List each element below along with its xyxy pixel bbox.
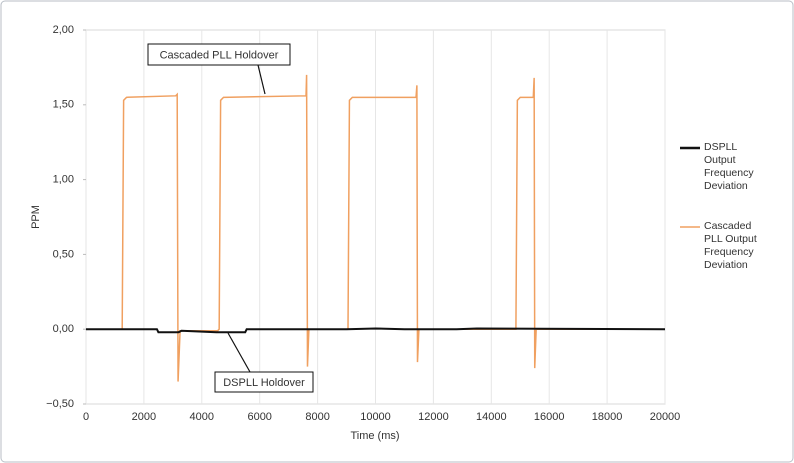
x-tick-label: 14000	[476, 411, 507, 423]
x-tick-label: 18000	[592, 411, 623, 423]
y-tick-label: 1,50	[53, 99, 74, 111]
x-tick-label: 12000	[418, 411, 449, 423]
annotation-text: DSPLL Holdover	[223, 377, 305, 389]
x-tick-label: 0	[83, 411, 89, 423]
x-tick-label: 6000	[247, 411, 271, 423]
annotation-text: Cascaded PLL Holdover	[160, 49, 279, 61]
annotation-arrow	[227, 332, 251, 373]
annotation-arrow	[257, 64, 266, 95]
x-tick-label: 20000	[650, 411, 681, 423]
y-tick-label: −0,50	[46, 398, 74, 410]
x-tick-label: 4000	[190, 411, 214, 423]
legend-label: DSPLL Output Frequency Deviation	[704, 141, 754, 192]
annotation-box	[147, 43, 291, 66]
y-axis-label: PPM	[30, 205, 42, 229]
y-tick-label: 0,50	[53, 248, 74, 260]
y-tick-label: 0,00	[53, 323, 74, 335]
x-tick-label: 8000	[305, 411, 329, 423]
y-tick-label: 2,00	[53, 24, 74, 36]
x-tick-label: 2000	[132, 411, 156, 423]
x-tick-label: 10000	[360, 411, 391, 423]
series-line	[86, 327, 666, 334]
x-tick-label: 16000	[534, 411, 565, 423]
y-tick-label: 1,00	[53, 174, 74, 186]
annotation-box	[214, 371, 314, 393]
x-axis-label: Time (ms)	[350, 430, 399, 442]
legend-label: Cascaded PLL Output Frequency Deviation	[704, 220, 757, 271]
